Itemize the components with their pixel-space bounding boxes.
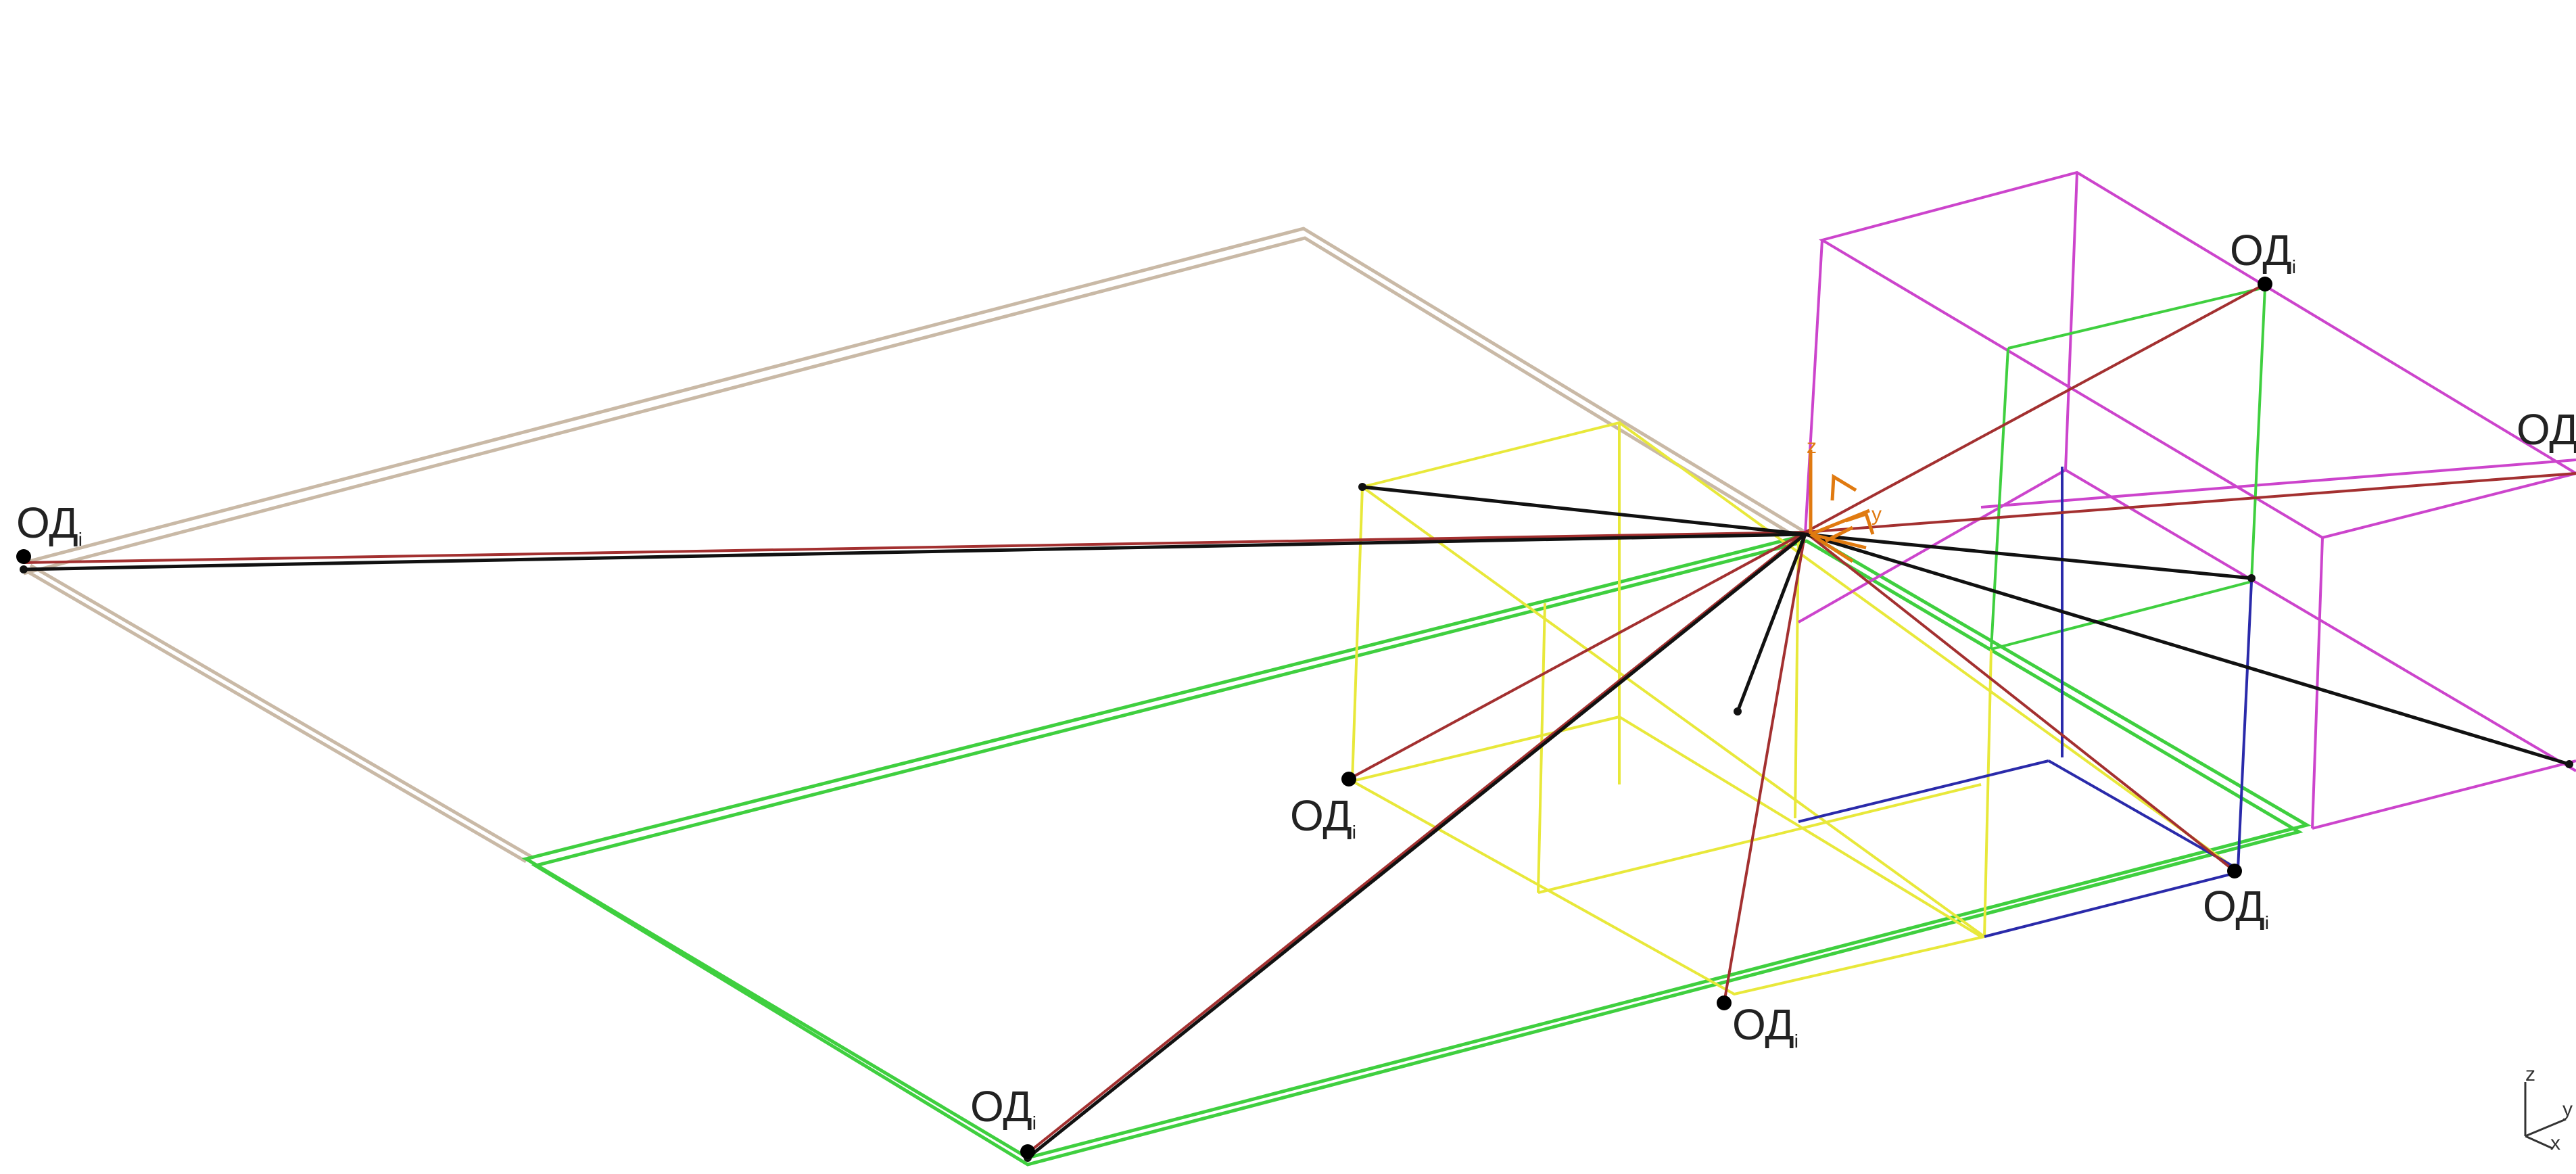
detector-label: ОДi bbox=[1290, 791, 1356, 843]
detector-point bbox=[1717, 995, 1732, 1010]
detector-labels: ОДi ОДi ОДi ОДi ОДi ОДi ОДi bbox=[16, 226, 2576, 1133]
source-axis-z: z bbox=[1807, 436, 1817, 458]
corner-axis-x: x bbox=[2550, 1132, 2560, 1154]
detector-point bbox=[2227, 864, 2242, 878]
detector-label: ОДi bbox=[1732, 1000, 1798, 1052]
green-frame bbox=[521, 532, 2312, 1167]
blue-box bbox=[1798, 467, 2253, 938]
detector-points bbox=[16, 277, 2272, 1159]
black-rays bbox=[23, 485, 2570, 1159]
detector-label: ОДi bbox=[16, 498, 82, 550]
detector-point bbox=[1341, 772, 1356, 786]
detector-label: ОДi bbox=[2203, 882, 2269, 933]
detector-label: ОДi bbox=[2517, 405, 2576, 456]
corner-axis-z: z bbox=[2525, 1063, 2535, 1085]
detector-point bbox=[2258, 277, 2272, 291]
red-rays bbox=[23, 283, 2576, 1154]
corner-axis-triad bbox=[2524, 1082, 2567, 1150]
detector-label: ОДi bbox=[2230, 226, 2296, 277]
source-axis-y: y bbox=[1871, 503, 1882, 525]
beige-frame bbox=[22, 227, 1810, 864]
detector-point bbox=[16, 549, 31, 564]
detector-label: ОДi bbox=[970, 1082, 1036, 1133]
source-axes bbox=[1809, 450, 1875, 563]
green-inner-box bbox=[1990, 285, 2267, 651]
corner-axis-y: y bbox=[2562, 1098, 2573, 1121]
yellow-box bbox=[1351, 421, 2233, 996]
detector-point bbox=[1020, 1144, 1035, 1159]
